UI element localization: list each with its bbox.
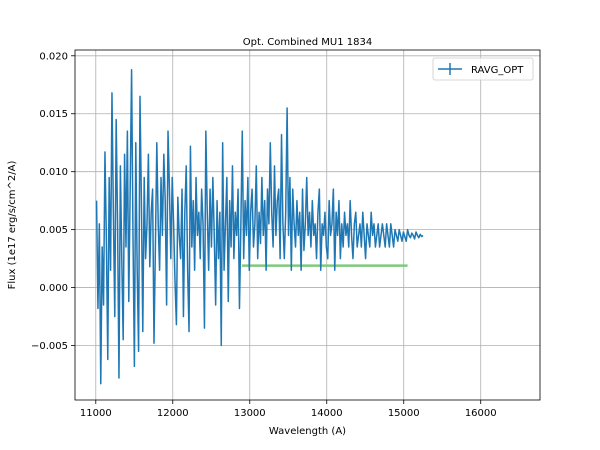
x-tick-label: 13000: [234, 408, 266, 419]
x-tick-label: 11000: [80, 408, 112, 419]
series-line-ravg-opt: [95, 68, 424, 385]
x-axis-label: Wavelength (A): [269, 426, 346, 437]
y-tick-label: −0.005: [31, 341, 68, 352]
ticks: 11000 12000 13000 14000 15000 16000 −0.005 0.00…: [31, 51, 497, 419]
x-tick-label: 14000: [311, 408, 343, 419]
legend: RAVG_OPT: [432, 57, 534, 81]
legend-box: [432, 57, 534, 81]
chart-title: Opt. Combined MU1 1834: [243, 37, 372, 48]
legend-label: RAVG_OPT: [471, 65, 524, 76]
y-tick-label: 0.015: [39, 109, 68, 120]
y-tick-label: 0.005: [39, 225, 68, 236]
x-tick-label: 12000: [157, 408, 189, 419]
x-tick-label: 15000: [388, 408, 420, 419]
y-tick-label: 0.020: [39, 51, 68, 62]
series-layer: [95, 68, 424, 385]
x-tick-label: 16000: [465, 408, 497, 419]
y-axis-label: Flux (1e17 erg/s/cm^2/A): [7, 161, 18, 290]
y-tick-label: 0.010: [39, 167, 68, 178]
y-tick-label: 0.000: [39, 283, 68, 294]
plot-area: [74, 49, 541, 401]
